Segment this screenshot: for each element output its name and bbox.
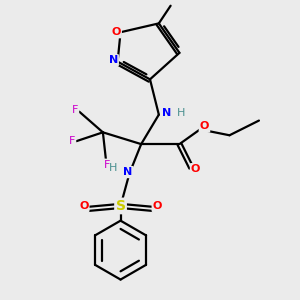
Text: F: F — [104, 160, 110, 170]
Text: S: S — [116, 199, 126, 213]
Text: O: O — [112, 27, 121, 37]
Text: N: N — [123, 167, 133, 177]
Text: N: N — [162, 108, 171, 118]
Text: H: H — [177, 108, 185, 118]
Text: N: N — [109, 55, 118, 65]
Text: F: F — [69, 136, 75, 146]
Text: F: F — [72, 105, 78, 115]
Text: O: O — [200, 122, 209, 131]
Text: O: O — [153, 201, 162, 211]
Text: O: O — [191, 164, 200, 174]
Text: H: H — [109, 163, 117, 173]
Text: O: O — [79, 201, 88, 211]
